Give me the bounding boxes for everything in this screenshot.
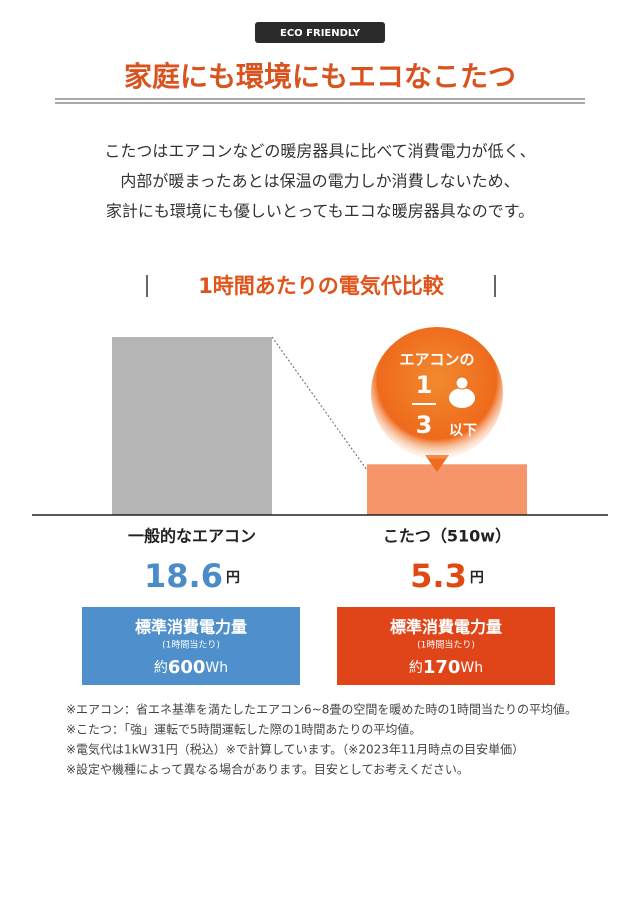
intro: 内部が暖まったあとは保温の電力しか消費しないため、 [120,172,519,191]
value-unit: 円 [470,570,484,586]
power-unit: Wh [460,660,483,676]
note: ※設定や機種によって異なる場合があります。目安としてお考えください。 [66,762,469,777]
power-box [82,607,300,685]
bar [112,337,272,515]
callout-denominator: 3 [416,411,433,439]
note: ※電気代は1kW31円（税込）※で計算しています。（※2023年11月時点の目安… [66,742,524,757]
power-sub: (1時間当たり) [417,639,475,651]
power-sub: (1時間当たり) [162,639,220,651]
value-number: 5.3 [410,557,467,595]
power-box [337,607,555,685]
badge-bg [255,22,385,43]
callout-suffix: 以下 [449,423,477,439]
value-unit: 円 [226,570,240,586]
piggy-icon [449,388,475,408]
power-value: 約600Wh [154,657,228,678]
value-number: 18.6 [144,557,223,595]
note: ※こたつ：「強」運転で5時間運転した際の1時間あたりの平均値。 [66,722,421,737]
category-label: こたつ（510w） [383,527,511,546]
value-label: 5.3 円 [410,557,484,595]
intro: こたつはエアコンなどの暖房器具に比べて消費電力が低く、 [104,142,535,161]
power-number: 600 [168,657,206,678]
category-label: 一般的なエアコン [128,527,256,546]
intro: 家計にも環境にも優しいとってもエコな暖房器具なのです。 [106,202,534,221]
power-label: 標準消費電力量 [135,618,247,637]
callout-circle [371,327,503,459]
note: ※エアコン：省エネ基準を満たしたエアコン6~8畳の空間を暖めた時の1時間当たりの… [66,702,577,717]
value-label: 18.6 円 [144,557,240,595]
power-number: 170 [423,657,461,678]
callout-text: エアコンの [399,351,474,369]
badge: ECO FRIENDLY [280,28,361,39]
callout: エアコンの 1 3 以下 [371,327,503,472]
power-value: 約170Wh [409,657,483,678]
chart-title: 1時間あたりの電気代比較 [198,274,445,298]
title: 家庭にも環境にもエコなこたつ [124,60,516,93]
connector [271,336,368,471]
callout-pointer [425,455,449,472]
power-prefix: 約 [154,660,168,676]
power-prefix: 約 [409,660,423,676]
callout-numerator: 1 [416,371,433,399]
bar [367,464,527,515]
power-unit: Wh [205,660,228,676]
power-label: 標準消費電力量 [390,618,502,637]
coin-icon [455,376,469,390]
